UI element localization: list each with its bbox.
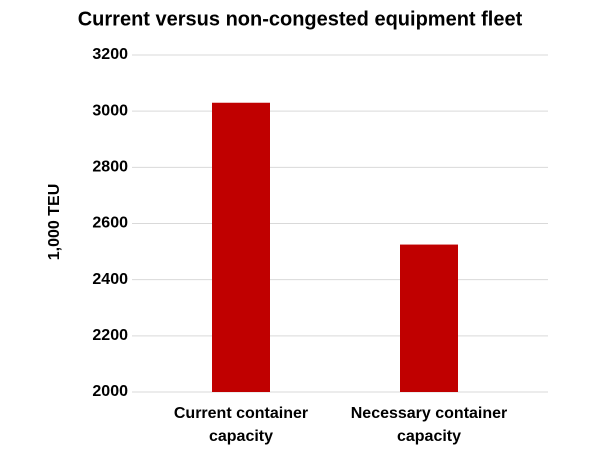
y-tick-label: 2800 — [92, 159, 128, 176]
y-tick-label: 3000 — [92, 102, 128, 119]
y-tick-label: 3200 — [92, 46, 128, 63]
y-tick-label: 2200 — [92, 327, 128, 344]
x-tick-label: Current container capacity — [173, 405, 309, 445]
bar — [400, 244, 458, 392]
bar — [212, 102, 270, 392]
y-tick-label: 2000 — [92, 383, 128, 400]
y-tick-label: 2600 — [92, 215, 128, 232]
y-tick-label: 2400 — [92, 271, 128, 288]
chart-title: Current versus non-congested equipment f… — [78, 8, 523, 30]
x-tick-label: Necessary container capacity — [350, 405, 508, 445]
y-axis-label: 1,000 TEU — [46, 184, 63, 260]
